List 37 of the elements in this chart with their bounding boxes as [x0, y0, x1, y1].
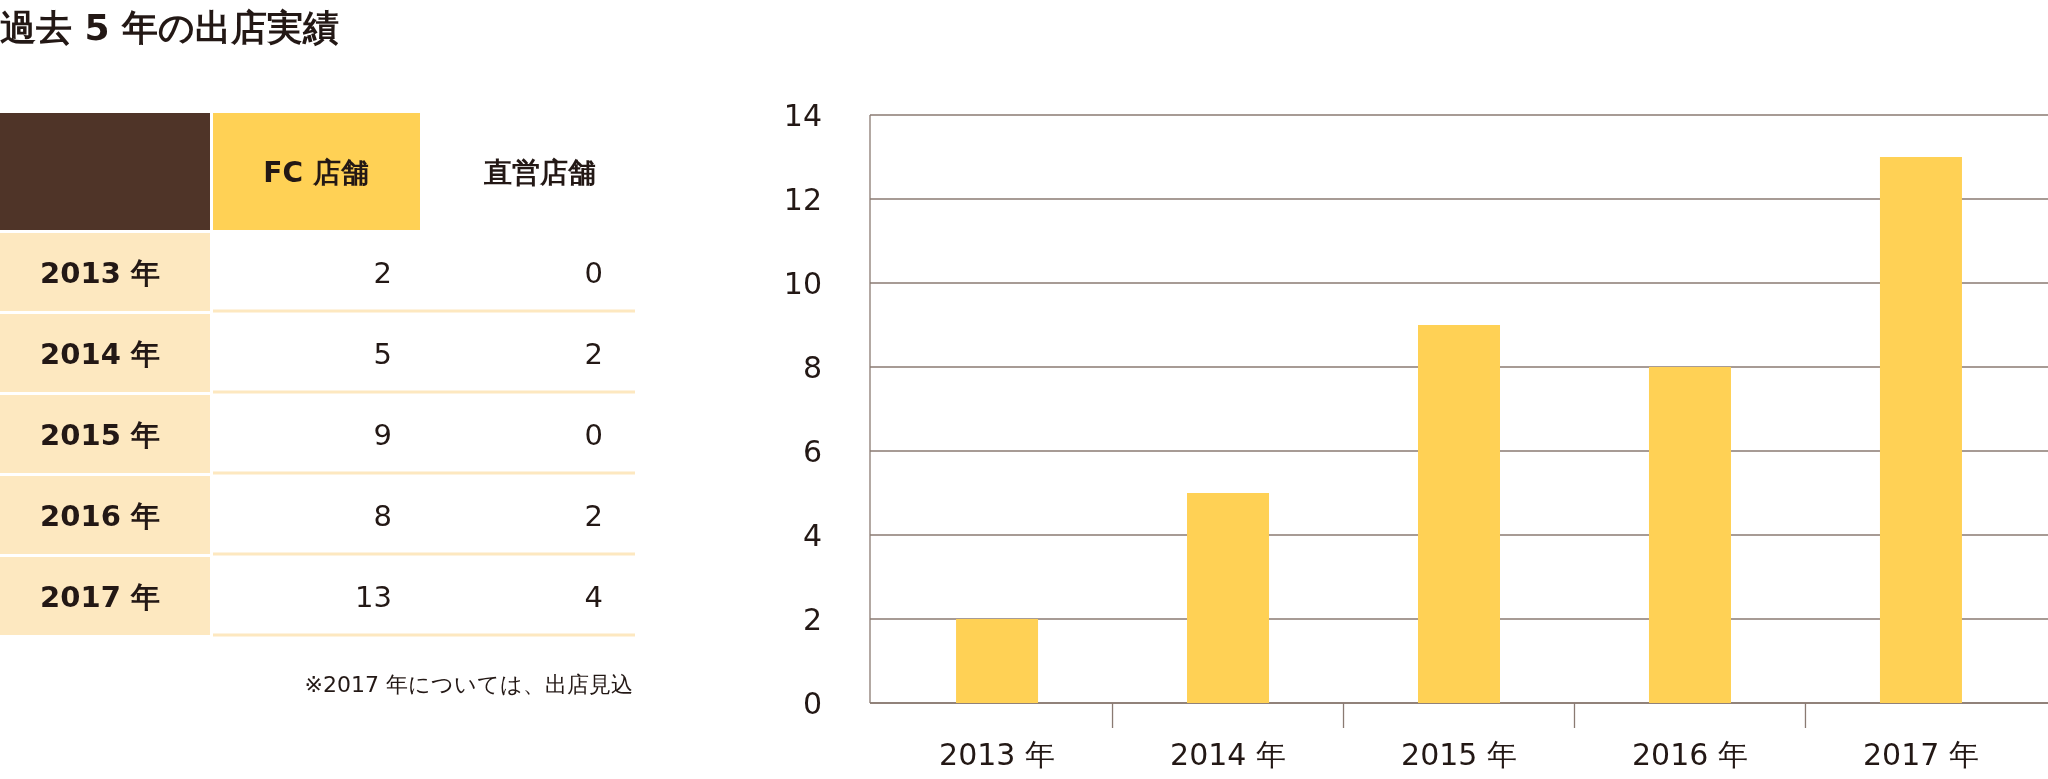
- y-tick-label: 2014 年: [40, 336, 160, 371]
- data-label: 2: [373, 255, 392, 290]
- bar: [956, 619, 1039, 703]
- bar: [1648, 367, 1731, 703]
- data-label: 0: [584, 417, 603, 452]
- data-label: 5: [373, 336, 392, 371]
- text: ※2017 年については、出店見込: [304, 672, 633, 697]
- x-tick-label: 直営店舗: [483, 155, 596, 189]
- x-tick-label: 2015 年: [1401, 737, 1517, 772]
- y-tick-label: 0: [802, 686, 822, 721]
- data-label: 8: [373, 498, 392, 533]
- x-tick-label: 2017 年: [1863, 737, 1979, 772]
- y-tick-label: 10: [783, 266, 822, 301]
- bar: [1187, 493, 1270, 703]
- data-label: 2: [584, 498, 603, 533]
- data-label: 0: [584, 255, 603, 290]
- x-tick-label: 2013 年: [939, 737, 1055, 772]
- data-label: 9: [373, 417, 392, 452]
- y-tick-label: 2: [802, 602, 822, 637]
- data-label: 2: [584, 336, 603, 371]
- y-tick-label: 2017 年: [40, 579, 160, 614]
- y-tick-label: 4: [802, 518, 822, 553]
- y-tick-label: 2016 年: [40, 498, 160, 533]
- y-tick-label: 2015 年: [40, 417, 160, 452]
- chart-title: 過去 5 年の出店実績: [0, 7, 340, 48]
- x-tick-label: FC 店舗: [263, 155, 369, 189]
- y-tick-label: 12: [783, 182, 822, 217]
- bar: [1418, 325, 1500, 703]
- y-tick-label: 14: [783, 98, 822, 133]
- data-label: 13: [355, 579, 392, 614]
- bar: [1879, 157, 1962, 703]
- y-tick-label: 8: [802, 350, 822, 385]
- x-tick-label: 2014 年: [1170, 737, 1286, 772]
- data-label: 4: [584, 579, 603, 614]
- x-tick-label: 2016 年: [1632, 737, 1748, 772]
- y-tick-label: 2013 年: [40, 255, 160, 290]
- y-tick-label: 6: [802, 434, 822, 469]
